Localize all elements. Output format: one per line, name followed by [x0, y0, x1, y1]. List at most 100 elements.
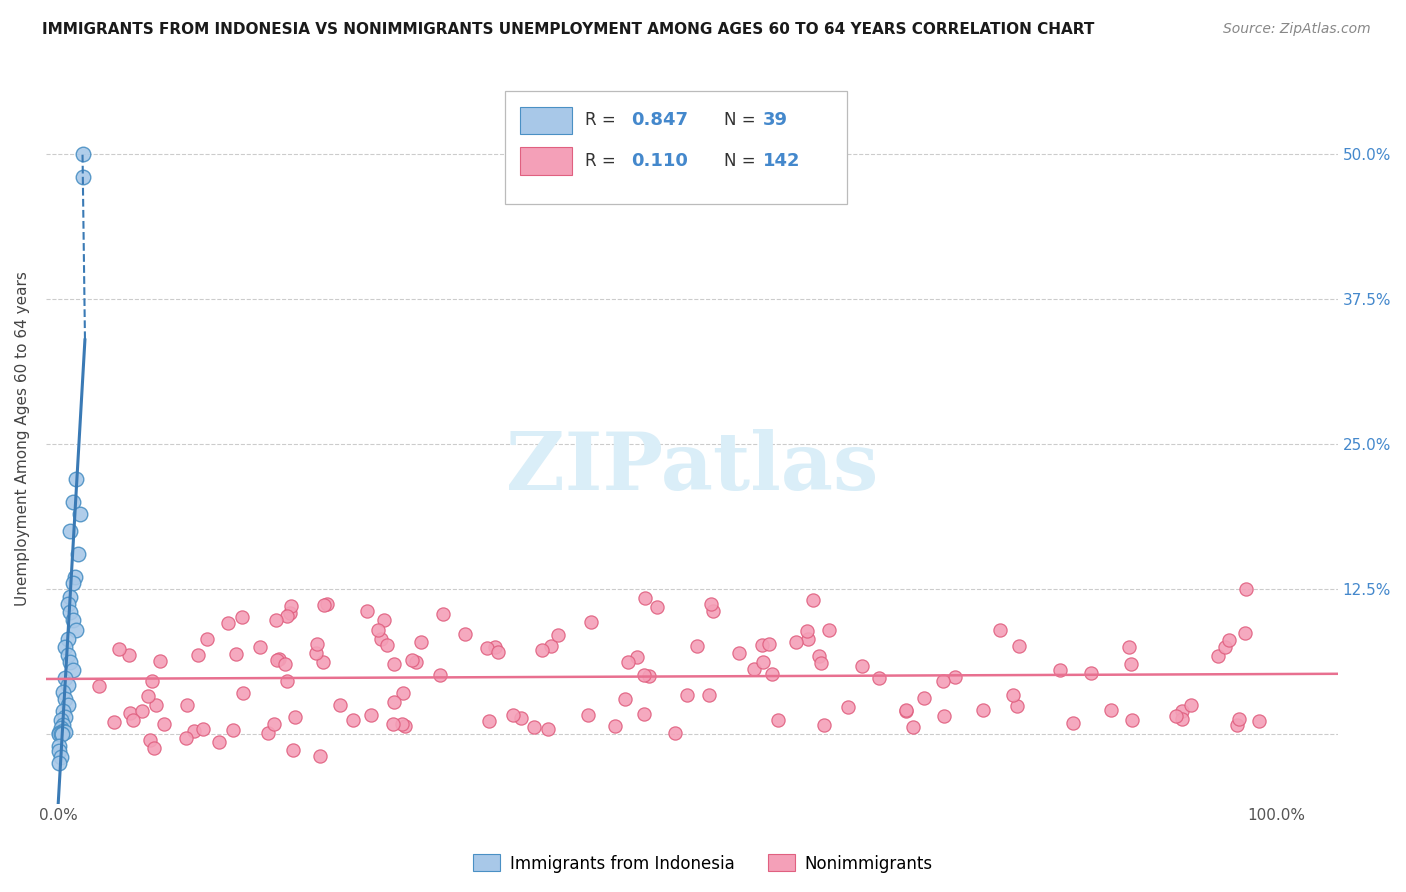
Point — [868, 671, 890, 685]
Point — [281, 742, 304, 756]
Point — [1121, 714, 1143, 728]
Point — [193, 722, 215, 736]
Point — [633, 668, 655, 682]
Point — [1002, 688, 1025, 702]
Point — [785, 635, 807, 649]
Text: IMMIGRANTS FROM INDONESIA VS NONIMMIGRANTS UNEMPLOYMENT AMONG AGES 60 TO 64 YEAR: IMMIGRANTS FROM INDONESIA VS NONIMMIGRAN… — [42, 22, 1094, 37]
Point — [453, 626, 475, 640]
Text: Source: ZipAtlas.com: Source: ZipAtlas.com — [1223, 22, 1371, 37]
Point — [1234, 582, 1257, 596]
Point — [187, 648, 209, 662]
Point — [478, 714, 501, 728]
Point — [56, 698, 79, 712]
Point — [49, 750, 72, 764]
Point — [633, 706, 655, 721]
Point — [59, 590, 82, 604]
Point — [52, 704, 75, 718]
Point — [1226, 718, 1249, 732]
Point — [231, 609, 253, 624]
Point — [305, 646, 328, 660]
Point — [108, 641, 131, 656]
Text: 0.110: 0.110 — [631, 152, 688, 169]
Point — [153, 717, 176, 731]
Point — [392, 686, 415, 700]
Text: N =: N = — [724, 112, 761, 129]
Point — [742, 662, 765, 676]
Point — [510, 711, 533, 725]
Point — [118, 648, 141, 662]
Point — [634, 591, 657, 605]
Point — [267, 652, 290, 666]
Point — [638, 668, 661, 682]
Point — [59, 605, 82, 619]
Text: 0.847: 0.847 — [631, 112, 688, 129]
Text: ZIPatlas: ZIPatlas — [506, 428, 877, 507]
Point — [932, 709, 955, 723]
Text: 39: 39 — [763, 112, 787, 129]
Point — [217, 615, 239, 630]
Point — [1080, 666, 1102, 681]
Point — [62, 613, 84, 627]
Point — [72, 147, 94, 161]
Point — [484, 640, 506, 654]
Legend: Immigrants from Indonesia, Nonimmigrants: Immigrants from Indonesia, Nonimmigrants — [467, 847, 939, 880]
Point — [52, 723, 75, 738]
Point — [810, 657, 832, 671]
Point — [1180, 698, 1202, 713]
Text: R =: R = — [585, 112, 620, 129]
Point — [382, 695, 405, 709]
Point — [309, 748, 332, 763]
Point — [405, 655, 427, 669]
Point — [284, 710, 307, 724]
Point — [263, 716, 285, 731]
Point — [851, 659, 873, 673]
Text: N =: N = — [724, 152, 761, 169]
Point — [530, 643, 553, 657]
Point — [1171, 712, 1194, 726]
Point — [89, 679, 111, 693]
Point — [727, 646, 749, 660]
Point — [813, 718, 835, 732]
Point — [56, 678, 79, 692]
Point — [1206, 648, 1229, 663]
Point — [52, 685, 75, 699]
Point — [55, 640, 77, 654]
Point — [149, 654, 172, 668]
Point — [903, 720, 925, 734]
Point — [62, 495, 84, 509]
Point — [837, 700, 859, 714]
Point — [273, 657, 295, 672]
Point — [49, 721, 72, 735]
Point — [1170, 704, 1192, 718]
Point — [55, 709, 77, 723]
Point — [142, 741, 165, 756]
Point — [249, 640, 271, 654]
Point — [1166, 709, 1188, 723]
Point — [176, 731, 198, 745]
Point — [278, 606, 301, 620]
Point — [62, 576, 84, 591]
Point — [49, 713, 72, 727]
Point — [69, 507, 91, 521]
Point — [394, 719, 416, 733]
Point — [55, 692, 77, 706]
Point — [432, 607, 454, 621]
Point — [59, 524, 82, 538]
Point — [280, 599, 302, 614]
Point — [700, 597, 723, 611]
Point — [56, 597, 79, 611]
Point — [932, 674, 955, 689]
FancyBboxPatch shape — [520, 106, 572, 135]
Point — [121, 714, 143, 728]
Point — [1099, 703, 1122, 717]
Point — [1008, 639, 1031, 653]
Point — [56, 648, 79, 662]
Point — [1213, 640, 1236, 655]
Point — [118, 706, 141, 720]
Point — [1218, 633, 1240, 648]
Point — [208, 735, 231, 749]
Point — [264, 613, 287, 627]
Point — [375, 638, 398, 652]
Point — [1049, 663, 1071, 677]
Point — [943, 670, 966, 684]
